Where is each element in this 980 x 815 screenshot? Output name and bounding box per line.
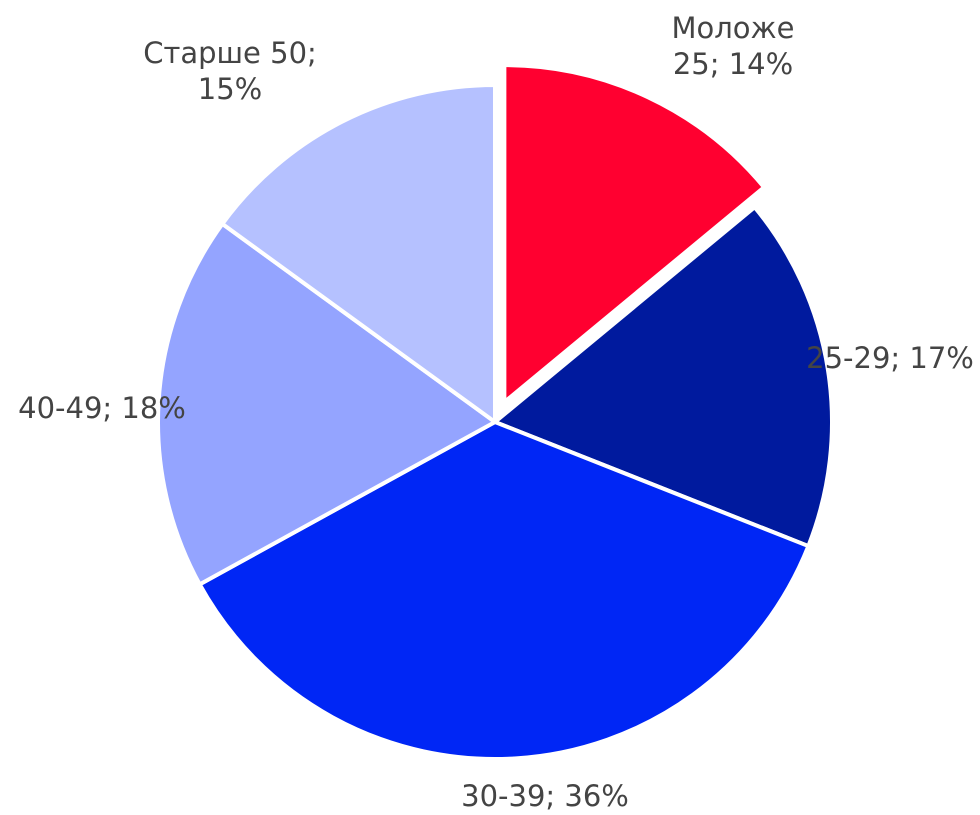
data-label-line: 15% xyxy=(198,72,262,106)
data-label: 25-29; 17% xyxy=(806,341,974,375)
data-label-line: 25; 14% xyxy=(673,47,793,81)
pie-slice xyxy=(220,83,497,424)
data-label: 40-49; 18% xyxy=(18,391,186,425)
pie-slice xyxy=(156,221,497,587)
pie-slice xyxy=(493,205,834,549)
data-label-line: Старше 50; xyxy=(143,36,317,70)
data-label: Старше 50; 15% xyxy=(143,36,317,106)
data-label: Моложе 25; 14% xyxy=(671,11,794,81)
data-label: 30-39; 36% xyxy=(461,779,629,813)
pie-slice xyxy=(502,63,767,405)
pie-slice xyxy=(197,420,811,761)
data-label-line: Моложе xyxy=(671,11,794,45)
